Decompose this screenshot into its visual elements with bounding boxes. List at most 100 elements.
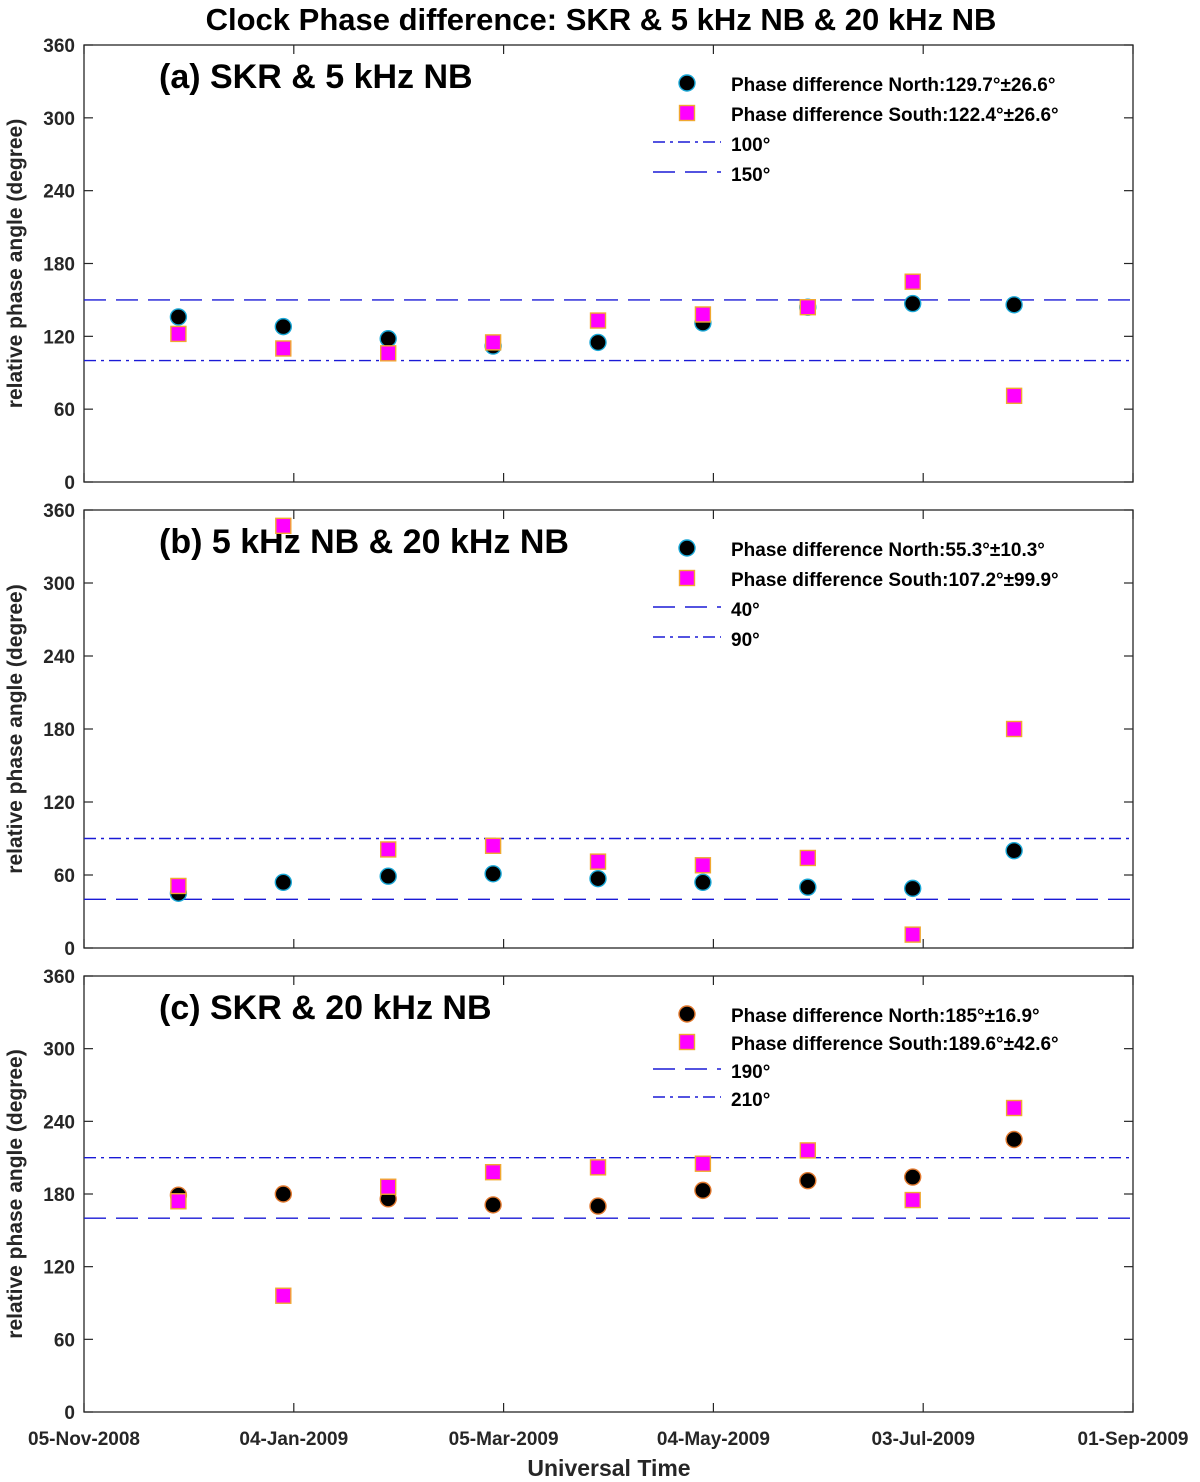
y-tick-label: 0 [64, 473, 75, 494]
legend-marker-north [678, 1005, 696, 1023]
data-point-south [799, 849, 817, 867]
x-tick-label: 05-Mar-2009 [449, 1429, 559, 1450]
data-point-north [694, 873, 712, 891]
x-tick-label: 04-May-2009 [657, 1429, 770, 1450]
data-point-south [484, 334, 502, 351]
legend-marker-south [678, 569, 696, 587]
data-point-south [694, 1155, 712, 1172]
y-tick-label: 120 [43, 793, 75, 814]
legend-label: 100° [731, 135, 770, 156]
data-point-north [1005, 1130, 1023, 1149]
y-axis-label: relative phase angle (degree) [4, 1049, 27, 1338]
y-tick-label: 240 [43, 647, 75, 668]
x-tick-label: 03-Jul-2009 [871, 1429, 975, 1450]
data-point-north [799, 1171, 817, 1190]
data-point-south [484, 837, 502, 854]
data-point-north [904, 294, 922, 313]
legend-marker-north [678, 74, 696, 92]
x-tick-label: 01-Sep-2009 [1078, 1429, 1189, 1450]
data-point-south [904, 926, 921, 943]
data-point-south [1005, 387, 1023, 405]
legend-label: Phase difference North:185°±16.9° [731, 1006, 1040, 1027]
legend-marker-south [678, 1033, 696, 1051]
legend-marker-south [678, 104, 696, 122]
data-point-north [1005, 296, 1023, 314]
legend-label: Phase difference North:129.7°±26.6° [731, 75, 1055, 96]
y-tick-label: 180 [43, 255, 75, 276]
y-tick-label: 0 [64, 1403, 75, 1424]
data-point-south [1005, 720, 1023, 738]
figure-title: Clock Phase difference: SKR & 5 kHz NB &… [206, 2, 997, 37]
data-point-north [589, 333, 607, 352]
panels: 0 60 120 180 240 300 360 relative phase angle (… [4, 36, 1188, 1450]
data-point-south [380, 345, 397, 362]
data-point-south [170, 1193, 187, 1210]
y-tick-label: 360 [43, 36, 75, 57]
data-point-south [1005, 1099, 1023, 1117]
y-tick-label: 300 [43, 1040, 75, 1061]
data-point-south [170, 877, 187, 895]
x-tick-label: 05-Nov-2008 [28, 1429, 140, 1450]
legend-label: 210° [731, 1090, 770, 1111]
legend: Phase difference North:129.7°±26.6° Phase… [653, 74, 1059, 186]
data-point-south [380, 841, 397, 858]
y-tick-label: 180 [43, 720, 75, 741]
data-point-south [275, 1287, 292, 1304]
data-point-north [274, 1185, 293, 1203]
data-point-south [589, 312, 607, 329]
panel-3: 0 60 120 180 240 300 360 05-Nov-2008 04-Jan-2009… [4, 967, 1188, 1450]
y-tick-label: 240 [43, 182, 75, 203]
y-tick-label: 360 [43, 967, 75, 988]
data-point-north [484, 865, 502, 883]
panel-label: (a) SKR & 5 kHz NB [159, 58, 473, 96]
legend: Phase difference North:55.3°±10.3° Phase … [653, 539, 1059, 651]
legend-label: Phase difference South:122.4°±26.6° [731, 105, 1059, 126]
data-point-south [799, 1142, 817, 1159]
data-point-south [694, 857, 712, 874]
y-tick-label: 0 [64, 939, 75, 960]
y-tick-label: 60 [54, 400, 75, 421]
y-tick-label: 120 [43, 1258, 75, 1279]
data-point-north [379, 330, 397, 348]
data-point-south [904, 273, 921, 290]
data-point-north [904, 879, 922, 898]
legend-label: Phase difference South:189.6°±42.6° [731, 1034, 1059, 1055]
legend-label: 40° [731, 600, 760, 621]
data-point-south [484, 1163, 502, 1181]
y-tick-label: 300 [43, 574, 75, 595]
data-point-south [380, 1178, 397, 1195]
data-point-north [274, 873, 293, 891]
data-point-north [274, 317, 293, 336]
y-tick-label: 60 [54, 1330, 75, 1351]
legend-label: 90° [731, 630, 760, 651]
data-point-south [904, 1191, 921, 1209]
y-tick-label: 300 [43, 109, 75, 130]
panel-label: (b) 5 kHz NB & 20 kHz NB [159, 523, 569, 561]
y-tick-label: 60 [54, 866, 75, 887]
data-point-north [904, 1168, 922, 1186]
data-point-north [169, 308, 188, 326]
data-point-south [275, 340, 292, 357]
data-point-south [694, 306, 712, 323]
data-point-north [1005, 841, 1023, 860]
legend: Phase difference North:185°±16.9° Phase d… [653, 1005, 1059, 1111]
data-point-north [589, 1197, 607, 1215]
y-axis-label: relative phase angle (degree) [4, 119, 27, 408]
y-axis-label: relative phase angle (degree) [4, 584, 27, 873]
legend-label: Phase difference South:107.2°±99.9° [731, 570, 1059, 591]
legend-label: 150° [731, 165, 770, 186]
panel-1: 0 60 120 180 240 300 360 relative phase angle (… [4, 36, 1134, 494]
data-point-south [170, 325, 187, 343]
x-axis-label: Universal Time [527, 1455, 690, 1481]
data-point-south [589, 853, 607, 870]
data-point-north [799, 878, 817, 896]
data-point-north [484, 1196, 502, 1214]
y-tick-label: 180 [43, 1185, 75, 1206]
panel-2: 0 60 120 180 240 300 360 relative phase angle (… [4, 501, 1134, 960]
data-point-north [694, 1181, 712, 1200]
legend-marker-north [678, 539, 696, 557]
legend-label: Phase difference North:55.3°±10.3° [731, 540, 1045, 561]
x-tick-label: 04-Jan-2009 [239, 1429, 348, 1450]
y-tick-label: 120 [43, 327, 75, 348]
